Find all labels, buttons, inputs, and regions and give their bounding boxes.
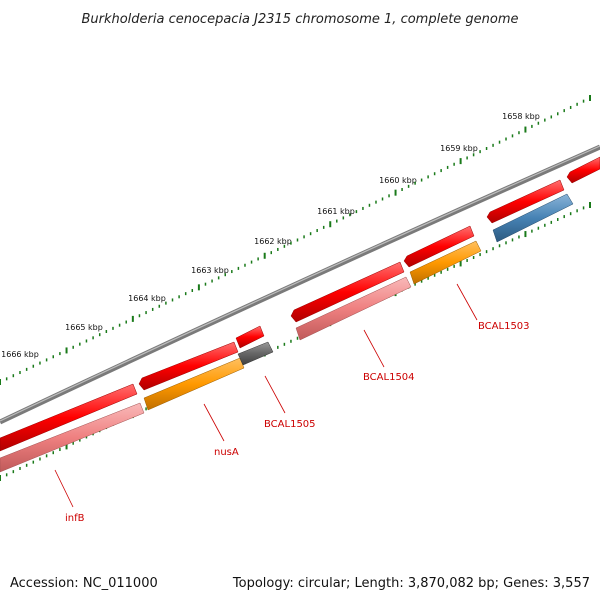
gene-feature[interactable]: [295, 276, 412, 341]
accession-label: Accession: NC_011000: [10, 576, 158, 591]
gene-feature[interactable]: [138, 341, 239, 391]
ruler-label: 1666 kbp: [1, 350, 39, 359]
gene-feature[interactable]: [237, 341, 274, 366]
gene-label-infb[interactable]: infB: [65, 513, 85, 524]
ruler-track: 1658 kbp 1659 kbp 1660 kbp 1661 kbp 1662…: [0, 95, 591, 385]
ruler-label: 1659 kbp: [440, 144, 478, 153]
ruler-label: 1660 kbp: [379, 176, 417, 185]
ruler-label: 1664 kbp: [128, 294, 166, 303]
chromosome-backbone-highlight: [0, 145, 600, 422]
ruler-label: 1661 kbp: [317, 207, 355, 216]
ruler-label: 1658 kbp: [502, 112, 540, 121]
gene-feature[interactable]: [235, 325, 265, 349]
gene-label-nusa[interactable]: nusA: [214, 447, 239, 458]
gene-feature[interactable]: [409, 240, 482, 285]
gene-feature[interactable]: [566, 156, 600, 184]
gene-feature[interactable]: [0, 383, 138, 452]
gene-feature[interactable]: [492, 193, 574, 243]
gene-label-bcal1505[interactable]: BCAL1505: [264, 419, 316, 430]
ruler-label: 1663 kbp: [191, 266, 229, 275]
gene-feature[interactable]: [486, 179, 565, 224]
gene-leader-line: [264, 375, 286, 414]
lower-tick-track: [0, 202, 591, 481]
gene-label-bcal1503[interactable]: BCAL1503: [478, 321, 530, 332]
gene-leader-line: [54, 469, 74, 508]
map-title: Burkholderia cenocepacia J2315 chromosom…: [81, 12, 518, 27]
ruler-label: 1662 kbp: [254, 237, 292, 246]
chromosome-backbone: [0, 144, 600, 425]
gene-feature[interactable]: [143, 357, 245, 411]
gene-feature[interactable]: [290, 261, 405, 323]
gene-leader-line: [456, 283, 478, 321]
ruler-label: 1665 kbp: [65, 323, 103, 332]
gene-leader-line: [363, 329, 385, 368]
gene-feature[interactable]: [0, 402, 145, 473]
genome-summary: Topology: circular; Length: 3,870,082 bp…: [232, 576, 590, 591]
gene-label-bcal1504[interactable]: BCAL1504: [363, 372, 415, 383]
gene-leader-line: [203, 403, 225, 442]
gene-feature[interactable]: [403, 225, 475, 268]
